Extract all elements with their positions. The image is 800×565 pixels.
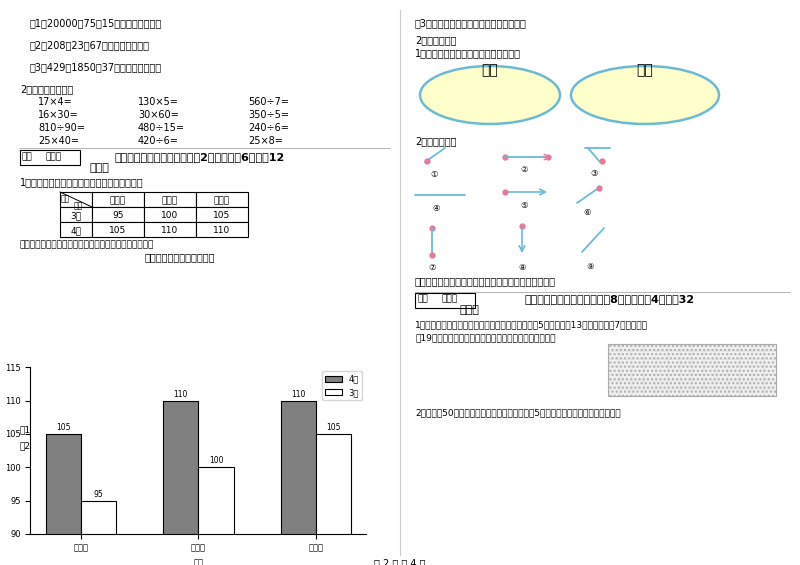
Text: ②: ② bbox=[520, 165, 527, 174]
Text: 2．看图填空。: 2．看图填空。 bbox=[415, 136, 457, 146]
Text: ①: ① bbox=[430, 170, 438, 179]
Bar bbox=[20, 150, 80, 165]
Text: 年级: 年级 bbox=[74, 201, 83, 210]
Text: 25×8=: 25×8= bbox=[248, 136, 283, 146]
Text: 钝角: 钝角 bbox=[637, 63, 654, 77]
Text: 1．张大爷在小河边围了一块梯形菜地，菜地上底长5米，下底长13米，两腰各长7米，他只用: 1．张大爷在小河边围了一块梯形菜地，菜地上底长5米，下底长13米，两腰各长7米，… bbox=[415, 320, 648, 329]
Text: 得分: 得分 bbox=[22, 152, 33, 161]
Bar bbox=[144, 222, 196, 237]
Text: 评卷人: 评卷人 bbox=[441, 294, 457, 303]
Bar bbox=[92, 222, 144, 237]
Text: （2）208乘23与67的和，积是多少？: （2）208乘23与67的和，积是多少？ bbox=[30, 40, 150, 50]
Text: ④: ④ bbox=[432, 204, 439, 213]
Text: 2．直接写出得数。: 2．直接写出得数。 bbox=[20, 84, 74, 94]
Text: 月份: 月份 bbox=[61, 194, 70, 203]
X-axis label: 班级: 班级 bbox=[194, 558, 203, 565]
Text: ⑧: ⑧ bbox=[518, 263, 526, 272]
Text: 3月: 3月 bbox=[70, 211, 82, 220]
Bar bbox=[60, 192, 92, 207]
Text: 五、认真思考，综合能力（共2小题，每题6分，共12: 五、认真思考，综合能力（共2小题，每题6分，共12 bbox=[115, 152, 285, 162]
Text: 420÷6=: 420÷6= bbox=[138, 136, 179, 146]
Text: 25×40=: 25×40= bbox=[38, 136, 79, 146]
Text: 2．在相距50米的两棵槐花之间栽一排树，每隔5米栽一棵树，一共可栽多少棵树？: 2．在相距50米的两棵槐花之间栽一排树，每隔5米栽一棵树，一共可栽多少棵树？ bbox=[415, 408, 621, 417]
Text: 480÷15=: 480÷15= bbox=[138, 123, 185, 133]
Text: 评卷人: 评卷人 bbox=[46, 152, 62, 161]
Text: 105: 105 bbox=[56, 423, 70, 432]
Text: 110: 110 bbox=[214, 226, 230, 235]
Bar bbox=[144, 207, 196, 222]
Text: 1．下面是某小学三个年级植树情况的统计表。: 1．下面是某小学三个年级植树情况的统计表。 bbox=[20, 177, 144, 187]
Text: 根据统计表信息完成下面的统计图，并回答下面的问题。: 根据统计表信息完成下面的统计图，并回答下面的问题。 bbox=[20, 240, 154, 249]
Bar bbox=[92, 192, 144, 207]
Bar bbox=[196, 192, 248, 207]
Text: 1．把下面的各角度数填入相应的圆里。: 1．把下面的各角度数填入相应的圆里。 bbox=[415, 48, 521, 58]
Text: 810÷90=: 810÷90= bbox=[38, 123, 85, 133]
Text: 4月: 4月 bbox=[70, 226, 82, 235]
Bar bbox=[608, 344, 776, 396]
Text: 110: 110 bbox=[174, 390, 188, 398]
Text: 了19米长的篱笆，你知道他是怎么围的吗？请你画一画？: 了19米长的篱笆，你知道他是怎么围的吗？请你画一画？ bbox=[415, 333, 555, 342]
Text: 分）。: 分）。 bbox=[90, 163, 110, 173]
Text: 110: 110 bbox=[291, 390, 306, 398]
Text: 某小学春季植树情况统计图: 某小学春季植树情况统计图 bbox=[145, 252, 215, 262]
Text: 锐角: 锐角 bbox=[482, 63, 498, 77]
Bar bbox=[92, 207, 144, 222]
Bar bbox=[144, 192, 196, 207]
Text: 105: 105 bbox=[110, 226, 126, 235]
Text: （3）429加1850与37的商，和是多少？: （3）429加1850与37的商，和是多少？ bbox=[30, 62, 162, 72]
Text: 2．综合训练。: 2．综合训练。 bbox=[415, 35, 457, 45]
Text: 95: 95 bbox=[94, 490, 103, 498]
Bar bbox=[415, 293, 475, 308]
Text: 第 2 页 共 4 页: 第 2 页 共 4 页 bbox=[374, 558, 426, 565]
Bar bbox=[81, 501, 116, 565]
Text: （1）20000减75乘15的积，差是多少？: （1）20000减75乘15的积，差是多少？ bbox=[30, 18, 162, 28]
Text: 130×5=: 130×5= bbox=[138, 97, 179, 107]
Bar bbox=[316, 434, 351, 565]
Bar bbox=[196, 222, 248, 237]
Text: 得分: 得分 bbox=[417, 294, 428, 303]
Bar bbox=[60, 222, 92, 237]
Text: 100: 100 bbox=[162, 211, 178, 220]
Text: 直线有（　　），射线有（　　），线段有（　　）。: 直线有（ ），射线有（ ），线段有（ ）。 bbox=[415, 276, 556, 286]
Text: 五年级: 五年级 bbox=[162, 196, 178, 205]
Text: （2）3月份3个年级共植树（　　）棵，4月份比3月份多植树（　　）棵。: （2）3月份3个年级共植树（ ）棵，4月份比3月份多植树（ ）棵。 bbox=[20, 441, 210, 450]
Text: 105: 105 bbox=[326, 423, 341, 432]
Text: 100: 100 bbox=[209, 457, 223, 465]
Text: 16×30=: 16×30= bbox=[38, 110, 78, 120]
Text: 30×60=: 30×60= bbox=[138, 110, 178, 120]
Text: （3）还能提出哪些问题？试有解决一下。: （3）还能提出哪些问题？试有解决一下。 bbox=[415, 18, 527, 28]
Legend: 4月, 3月: 4月, 3月 bbox=[322, 371, 362, 400]
Text: 分）。: 分）。 bbox=[460, 305, 480, 315]
Text: 105: 105 bbox=[214, 211, 230, 220]
Text: 240÷6=: 240÷6= bbox=[248, 123, 289, 133]
Text: 560÷7=: 560÷7= bbox=[248, 97, 289, 107]
Bar bbox=[46, 434, 81, 565]
Text: 17×4=: 17×4= bbox=[38, 97, 73, 107]
Ellipse shape bbox=[571, 66, 719, 124]
Text: 四年级: 四年级 bbox=[110, 196, 126, 205]
Text: 350÷5=: 350÷5= bbox=[248, 110, 289, 120]
Ellipse shape bbox=[420, 66, 560, 124]
Text: ⑥: ⑥ bbox=[583, 208, 590, 217]
Text: ⑦: ⑦ bbox=[428, 263, 435, 272]
Bar bbox=[196, 207, 248, 222]
Text: （1）哪个年级春季植树最多？: （1）哪个年级春季植树最多？ bbox=[20, 425, 96, 434]
Text: 六、应用知识，解决问题（共8小题，每题4分，共32: 六、应用知识，解决问题（共8小题，每题4分，共32 bbox=[525, 294, 695, 304]
Text: 110: 110 bbox=[162, 226, 178, 235]
Text: 六年级: 六年级 bbox=[214, 196, 230, 205]
Text: ⑤: ⑤ bbox=[520, 201, 527, 210]
Text: ⑨: ⑨ bbox=[586, 262, 594, 271]
Bar bbox=[60, 207, 92, 222]
Text: 95: 95 bbox=[112, 211, 124, 220]
Bar bbox=[198, 467, 234, 565]
Text: ③: ③ bbox=[590, 169, 598, 178]
Bar bbox=[281, 401, 316, 565]
Bar bbox=[163, 401, 198, 565]
